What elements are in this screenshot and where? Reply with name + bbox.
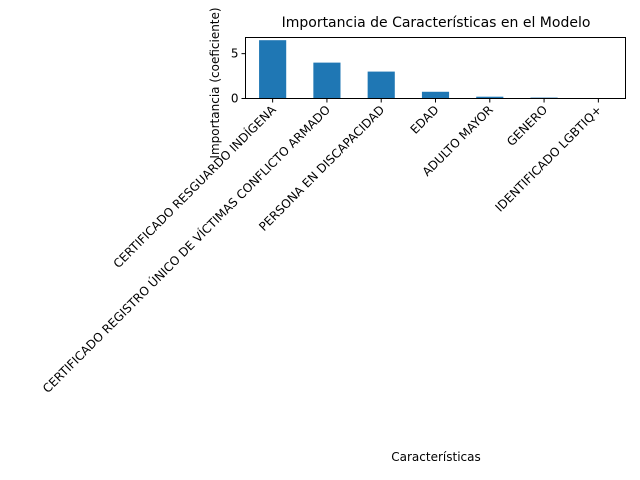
bar-3 bbox=[367, 71, 395, 99]
bar-4 bbox=[421, 91, 450, 99]
x-axis-title: Características bbox=[391, 450, 480, 464]
y-tick-label-0: 0 bbox=[231, 92, 239, 106]
x-tick-label-7: IDENTIFICADO LGBTIQ+ bbox=[493, 103, 605, 215]
y-tick-label-5: 5 bbox=[231, 47, 239, 61]
bar-2 bbox=[313, 62, 341, 99]
y-axis-title: Importancia (coeficiente) bbox=[208, 7, 222, 158]
x-tick-label-4: EDAD bbox=[408, 103, 442, 137]
y-axis: 05 bbox=[231, 47, 246, 106]
x-tick-label-6: GENERO bbox=[504, 103, 550, 149]
x-tick-label-2: CERTIFICADO REGISTRO ÚNICO DE VÍCTIMAS C… bbox=[39, 102, 333, 396]
bar-1 bbox=[259, 40, 287, 99]
x-axis: CERTIFICADO RESGUARDO INDÍGENACERTIFICAD… bbox=[39, 98, 605, 396]
plot-frame bbox=[245, 37, 626, 99]
bars bbox=[259, 40, 612, 99]
chart-title: Importancia de Características en el Mod… bbox=[282, 15, 591, 31]
bar-5 bbox=[476, 96, 504, 99]
